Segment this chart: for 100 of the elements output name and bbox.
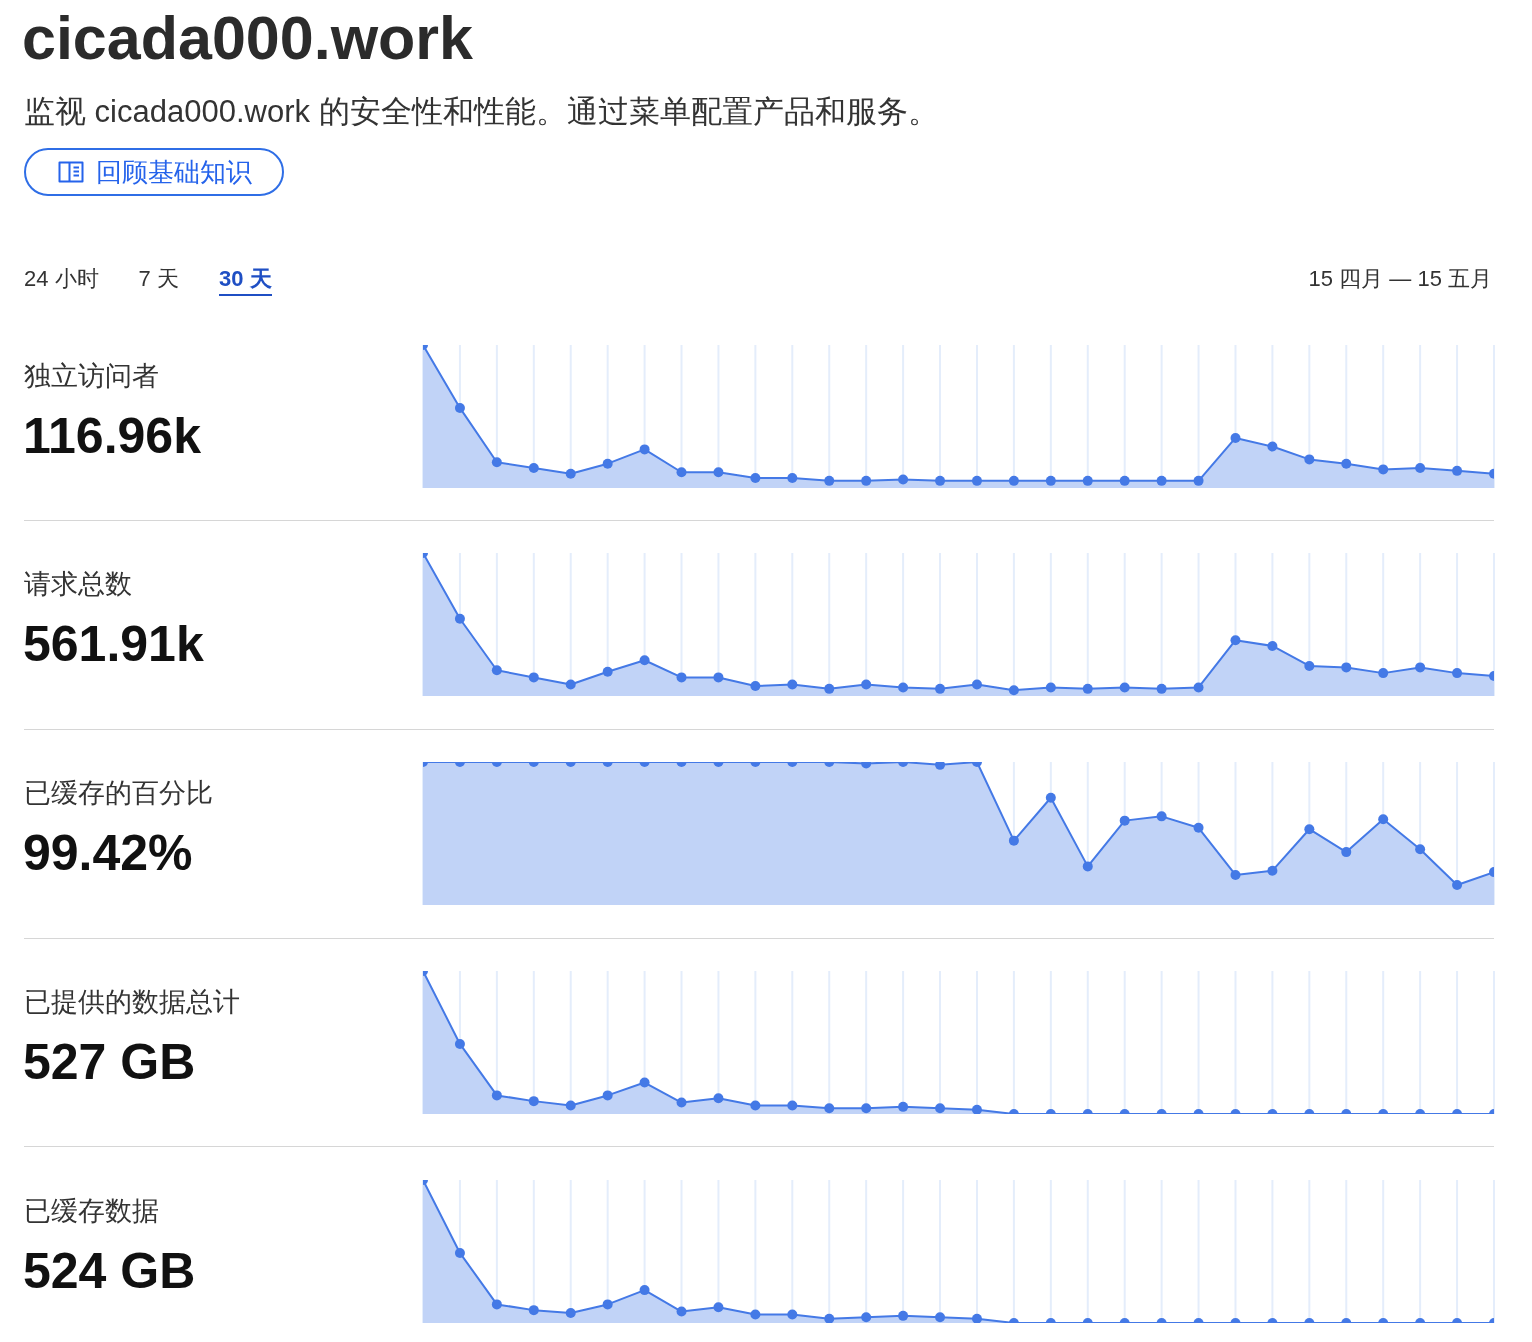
point bbox=[824, 475, 835, 486]
point bbox=[454, 1038, 465, 1049]
point bbox=[1008, 835, 1019, 846]
point bbox=[861, 475, 872, 486]
point bbox=[1341, 458, 1352, 469]
point bbox=[528, 1095, 539, 1106]
point bbox=[750, 1308, 761, 1319]
point bbox=[1267, 865, 1278, 876]
text: 116.96k bbox=[23, 406, 201, 466]
point bbox=[491, 456, 502, 467]
point bbox=[1452, 465, 1463, 476]
point bbox=[639, 1077, 650, 1088]
point bbox=[676, 466, 687, 477]
point bbox=[1008, 685, 1019, 696]
point bbox=[1045, 682, 1056, 693]
point bbox=[639, 1284, 650, 1295]
point bbox=[1119, 475, 1130, 486]
point bbox=[713, 466, 724, 477]
point bbox=[1156, 475, 1167, 486]
point bbox=[1304, 661, 1315, 672]
point bbox=[565, 679, 576, 690]
text: 527 GB bbox=[23, 1032, 196, 1092]
point bbox=[565, 468, 576, 479]
point bbox=[750, 681, 761, 692]
point bbox=[454, 1247, 465, 1258]
point bbox=[1452, 879, 1463, 890]
point bbox=[565, 1307, 576, 1318]
point bbox=[1378, 668, 1389, 679]
point bbox=[1082, 475, 1093, 486]
point bbox=[1267, 441, 1278, 452]
point bbox=[824, 1313, 835, 1323]
point bbox=[1415, 662, 1426, 673]
point bbox=[1156, 684, 1167, 695]
point bbox=[787, 1308, 798, 1319]
point bbox=[1415, 462, 1426, 473]
point bbox=[787, 679, 798, 690]
point bbox=[1415, 844, 1426, 855]
point bbox=[1156, 811, 1167, 822]
point bbox=[1119, 815, 1130, 826]
point bbox=[824, 684, 835, 695]
point bbox=[898, 1310, 909, 1321]
point bbox=[602, 666, 613, 677]
point bbox=[1082, 861, 1093, 872]
point bbox=[713, 672, 724, 683]
point bbox=[1230, 432, 1241, 443]
pill-button: 回顾基础知识 bbox=[24, 148, 284, 196]
point bbox=[971, 1313, 982, 1323]
point bbox=[971, 679, 982, 690]
point bbox=[1193, 822, 1204, 833]
text: 561.91k bbox=[23, 615, 204, 675]
point bbox=[861, 1311, 872, 1322]
point bbox=[1452, 668, 1463, 679]
point bbox=[971, 1104, 982, 1114]
point bbox=[787, 472, 798, 483]
point bbox=[491, 1298, 502, 1309]
point bbox=[528, 1304, 539, 1315]
point bbox=[713, 1301, 724, 1312]
point bbox=[1119, 682, 1130, 693]
point bbox=[1341, 847, 1352, 858]
point bbox=[1230, 635, 1241, 646]
point bbox=[1378, 463, 1389, 474]
text: 请求总数 bbox=[24, 568, 132, 602]
point bbox=[602, 458, 613, 469]
text: cicada000.work bbox=[22, 3, 474, 74]
point bbox=[1193, 475, 1204, 486]
point bbox=[602, 1298, 613, 1309]
point bbox=[1378, 814, 1389, 825]
text: 99.42% bbox=[23, 824, 193, 883]
text: 524 GB bbox=[23, 1241, 196, 1301]
text: 24 小时 bbox=[24, 265, 99, 293]
point bbox=[639, 443, 650, 454]
point bbox=[491, 665, 502, 676]
text: 已提供的数据总计 bbox=[24, 985, 240, 1019]
point bbox=[454, 402, 465, 413]
point bbox=[528, 672, 539, 683]
point bbox=[898, 473, 909, 484]
point bbox=[1267, 641, 1278, 652]
point bbox=[676, 1306, 687, 1317]
point bbox=[898, 682, 909, 693]
point bbox=[676, 672, 687, 683]
point bbox=[750, 472, 761, 483]
point bbox=[861, 679, 872, 690]
text: 30 天 bbox=[218, 264, 272, 296]
point bbox=[454, 614, 465, 625]
text: 7 天 bbox=[138, 265, 179, 293]
point bbox=[1193, 682, 1204, 693]
text: 独立访问者 bbox=[24, 359, 159, 393]
point bbox=[1304, 824, 1315, 835]
point bbox=[1045, 475, 1056, 486]
point bbox=[1304, 453, 1315, 464]
point bbox=[1045, 792, 1056, 803]
point bbox=[1008, 475, 1019, 486]
point bbox=[1230, 869, 1241, 880]
point bbox=[935, 1311, 946, 1322]
text: 15 四月 — 15 五月 bbox=[1308, 265, 1492, 293]
point bbox=[639, 655, 650, 666]
text: 已缓存的百分比 bbox=[24, 777, 213, 810]
point bbox=[1341, 662, 1352, 673]
point bbox=[935, 684, 946, 695]
text: 监视 cicada000.work 的安全性和性能。通过菜单配置产品和服务。 bbox=[24, 93, 939, 131]
